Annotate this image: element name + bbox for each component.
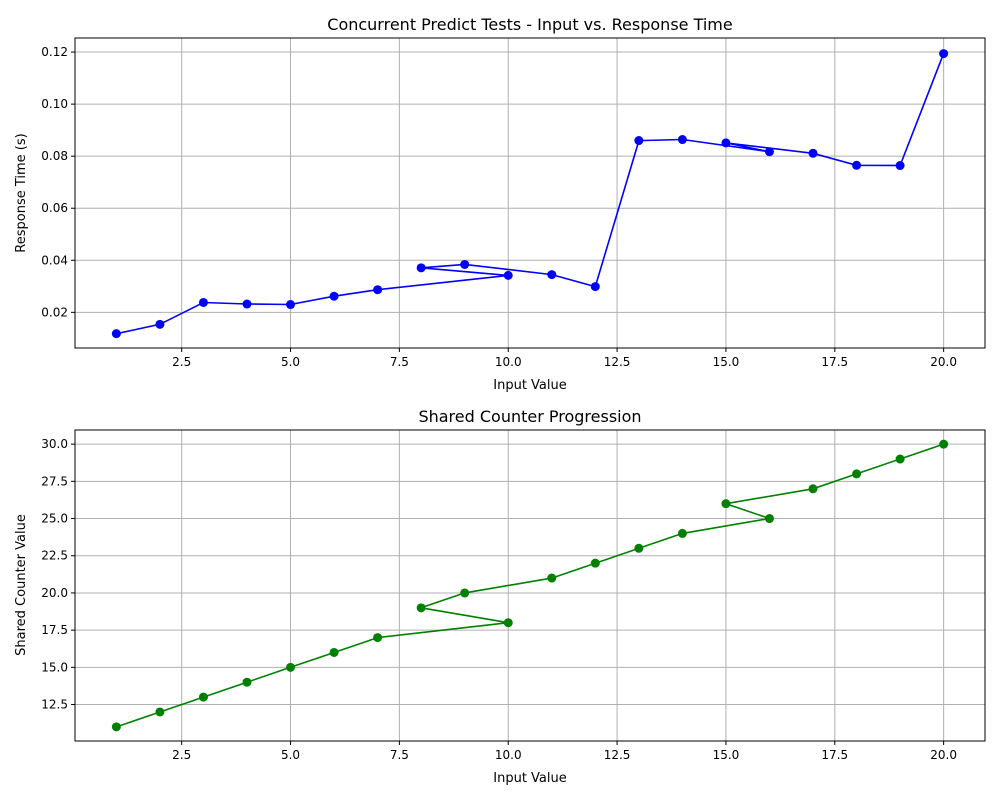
data-point bbox=[286, 300, 296, 310]
x-tick-label: 2.5 bbox=[172, 748, 191, 762]
data-point bbox=[895, 161, 905, 171]
data-point bbox=[155, 707, 165, 717]
y-tick-label: 20.0 bbox=[41, 586, 68, 600]
y-axis-label: Response Time (s) bbox=[14, 133, 29, 252]
x-tick-label: 12.5 bbox=[604, 748, 631, 762]
y-tick-label: 0.04 bbox=[41, 253, 68, 267]
y-tick-label: 0.10 bbox=[41, 97, 68, 111]
data-point bbox=[242, 677, 252, 687]
series-line bbox=[116, 443, 944, 728]
y-tick-label: 27.5 bbox=[41, 474, 68, 488]
x-tick-label: 10.0 bbox=[495, 748, 522, 762]
x-tick-label: 12.5 bbox=[604, 355, 631, 369]
plot-frame bbox=[74, 429, 986, 742]
x-tick-label: 2.5 bbox=[172, 355, 191, 369]
data-point bbox=[547, 573, 557, 583]
x-tick-label: 7.5 bbox=[390, 355, 409, 369]
x-tick-label: 7.5 bbox=[390, 748, 409, 762]
data-point bbox=[634, 543, 644, 553]
data-point bbox=[721, 499, 731, 509]
y-tick-label: 22.5 bbox=[41, 549, 68, 563]
data-point bbox=[373, 633, 383, 643]
data-point bbox=[590, 282, 600, 292]
data-point bbox=[590, 558, 600, 568]
response-time-chart: Concurrent Predict Tests - Input vs. Res… bbox=[14, 15, 986, 393]
data-point bbox=[547, 270, 557, 280]
plot-frame bbox=[74, 37, 986, 349]
data-point bbox=[286, 662, 296, 672]
y-tick-label: 25.0 bbox=[41, 512, 68, 526]
data-point bbox=[764, 147, 774, 157]
data-point bbox=[460, 588, 470, 598]
data-point bbox=[808, 484, 818, 494]
data-point bbox=[329, 647, 339, 657]
data-point bbox=[939, 439, 949, 449]
x-axis-label: Input Value bbox=[493, 378, 567, 393]
x-tick-label: 5.0 bbox=[281, 748, 300, 762]
data-point bbox=[111, 329, 121, 339]
x-tick-label: 20.0 bbox=[930, 748, 957, 762]
data-point bbox=[111, 722, 121, 732]
data-point bbox=[808, 148, 818, 158]
x-tick-label: 5.0 bbox=[281, 355, 300, 369]
data-point bbox=[677, 528, 687, 538]
y-tick-label: 0.02 bbox=[41, 305, 68, 319]
x-tick-label: 20.0 bbox=[930, 355, 957, 369]
x-axis-label: Input Value bbox=[493, 771, 567, 786]
y-tick-label: 15.0 bbox=[41, 660, 68, 674]
y-tick-label: 17.5 bbox=[41, 623, 68, 637]
x-tick-label: 10.0 bbox=[495, 355, 522, 369]
data-point bbox=[329, 291, 339, 301]
y-tick-label: 0.06 bbox=[41, 201, 68, 215]
y-tick-label: 0.08 bbox=[41, 149, 68, 163]
data-point bbox=[764, 514, 774, 524]
data-point bbox=[895, 454, 905, 464]
data-point bbox=[416, 603, 426, 613]
x-tick-label: 17.5 bbox=[821, 355, 848, 369]
data-point bbox=[721, 138, 731, 148]
data-point bbox=[634, 136, 644, 146]
y-tick-label: 30.0 bbox=[41, 437, 68, 451]
x-tick-label: 15.0 bbox=[713, 355, 740, 369]
data-point bbox=[677, 135, 687, 145]
x-tick-label: 15.0 bbox=[713, 748, 740, 762]
data-point bbox=[852, 160, 862, 170]
y-tick-label: 12.5 bbox=[41, 698, 68, 712]
series-line bbox=[116, 53, 945, 335]
data-point bbox=[416, 263, 426, 273]
data-point bbox=[198, 297, 208, 307]
data-point bbox=[503, 270, 513, 280]
chart-title: Shared Counter Progression bbox=[418, 407, 641, 426]
y-axis-label: Shared Counter Value bbox=[14, 514, 29, 656]
shared-counter-chart: Shared Counter Progression Input Value S… bbox=[14, 407, 986, 786]
chart-title: Concurrent Predict Tests - Input vs. Res… bbox=[327, 15, 732, 34]
data-point bbox=[460, 259, 470, 269]
y-tick-label: 0.12 bbox=[41, 45, 68, 59]
data-point bbox=[852, 469, 862, 479]
data-point bbox=[242, 299, 252, 309]
data-point bbox=[503, 618, 513, 628]
data-point bbox=[939, 49, 949, 59]
x-tick-label: 17.5 bbox=[821, 748, 848, 762]
data-point bbox=[373, 285, 383, 295]
data-point bbox=[155, 319, 165, 329]
data-point bbox=[198, 692, 208, 702]
